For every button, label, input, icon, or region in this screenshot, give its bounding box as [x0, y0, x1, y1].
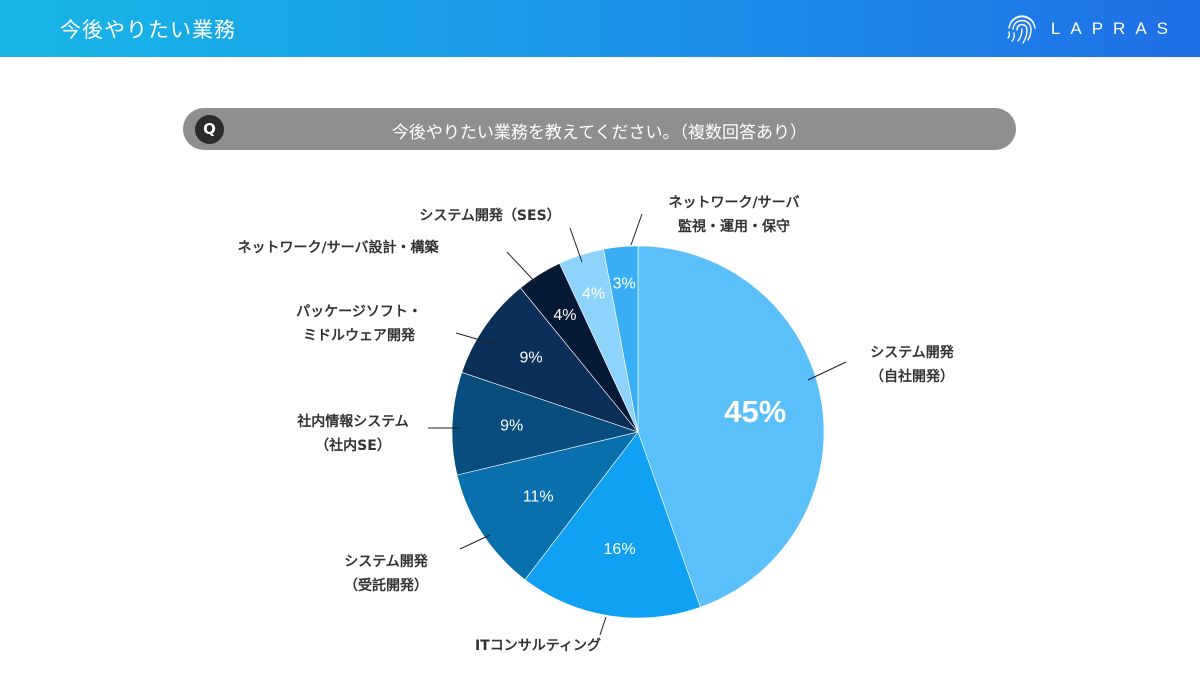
leader-line: [455, 332, 495, 345]
category-label: （自社開発）: [870, 368, 954, 385]
category-label: ネットワーク/サーバ設計・構築: [238, 239, 440, 256]
percent-label: 16%: [604, 541, 636, 558]
category-label: ITコンサルティング: [475, 637, 601, 654]
page-title: 今後やりたい業務: [60, 18, 236, 42]
question-bar: Q 今後やりたい業務を教えてください。（複数回答あり）: [183, 108, 1016, 150]
percent-label: 11%: [523, 488, 554, 505]
pie-slice: [524, 431, 701, 619]
category-label: 監視・運用・保守: [678, 218, 790, 235]
percent-labels: 45% 16% 11% 9% 9% 4% 4% 3%: [500, 275, 786, 558]
fingerprint-icon: [1007, 15, 1036, 44]
leader-line: [569, 227, 583, 263]
category-label: （社内SE）: [315, 437, 391, 454]
leader-line: [599, 616, 607, 636]
brand-name: LAPRAS: [1050, 19, 1178, 38]
percent-label: 9%: [519, 349, 542, 366]
leader-line: [630, 213, 643, 246]
category-label: （受託開発）: [344, 577, 428, 594]
percent-label: 4%: [582, 285, 605, 302]
category-label: パッケージソフト・: [296, 304, 422, 320]
percent-label: 9%: [500, 418, 523, 435]
category-label: 社内情報システム: [296, 413, 409, 430]
header-bar: 今後やりたい業務 LAPRAS: [0, 0, 1200, 57]
pie-slices: [451, 245, 825, 619]
category-label: ネットワーク/サーバ: [669, 195, 800, 211]
pie-slice: [603, 245, 639, 433]
category-labels: システム開発 （自社開発） ITコンサルティング システム開発 （受託開発） 社内情報シス…: [238, 195, 955, 654]
category-label: ミドルウェア開発: [303, 327, 416, 344]
category-label: システム開発: [344, 553, 429, 570]
pie-slice: [637, 245, 825, 608]
pie-slice: [461, 287, 639, 433]
leader-line: [506, 251, 538, 285]
category-label: システム開発（SES）: [419, 207, 560, 224]
pie-slice: [456, 431, 639, 581]
pie-slice: [451, 371, 640, 476]
question-text: 今後やりたい業務を教えてください。（複数回答あり）: [391, 123, 808, 143]
brand-logo[interactable]: LAPRAS: [1005, 11, 1178, 47]
category-label: システム開発: [870, 344, 955, 361]
leader-line: [459, 534, 491, 550]
percent-label: 4%: [553, 307, 576, 324]
percent-label: 3%: [613, 275, 636, 292]
question-badge: Q: [195, 115, 224, 144]
percent-label: 45%: [724, 394, 786, 429]
leader-line: [807, 361, 847, 381]
leader-lines: [428, 213, 847, 636]
